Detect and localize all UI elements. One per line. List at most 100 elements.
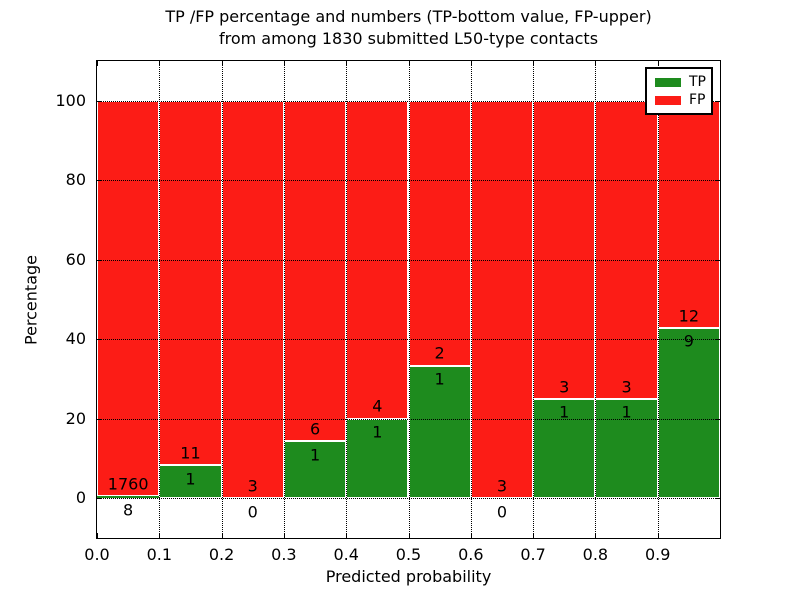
x-tick-mark-top [283, 61, 285, 66]
y-tick-mark-right [715, 498, 720, 500]
y-tick-mark-right [715, 418, 720, 420]
legend: TP FP [645, 67, 713, 115]
x-tick-mark [657, 533, 659, 538]
y-tick-mark [97, 100, 102, 102]
x-tick-mark [221, 533, 223, 538]
x-tick-mark [408, 533, 410, 538]
x-tick-mark-top [408, 61, 410, 66]
y-tick-mark-right [715, 180, 720, 182]
v-gridline [159, 61, 161, 538]
x-tick-label: 0.8 [582, 545, 609, 564]
bar-segment-tp [657, 327, 720, 499]
tp-count-label: 1 [309, 445, 321, 465]
fp-count-label: 3 [559, 377, 570, 397]
x-tick-label: 0.7 [520, 545, 546, 564]
x-tick-mark-top [97, 61, 98, 66]
x-tick-mark [159, 533, 161, 538]
y-tick-mark [97, 418, 102, 420]
bar-segment-fp [283, 100, 347, 442]
x-tick-mark [283, 533, 285, 538]
tp-count-label: 1 [559, 402, 570, 422]
bar-segment-fp [408, 100, 471, 366]
bar-segment-fp [221, 100, 284, 499]
plot-canvas: 1760 8 11 1 3 0 6 1 4 1 2 1 3 0 3 1 3 1 12 9 [97, 61, 720, 538]
fp-count-label: 4 [372, 396, 383, 416]
x-tick-label: 0.2 [208, 545, 235, 564]
fp-count-label: 3 [496, 476, 508, 496]
x-tick-label: 0.4 [333, 545, 359, 564]
x-tick-mark-top [657, 61, 659, 66]
x-tick-label: 0.9 [644, 545, 671, 564]
y-tick-mark-right [715, 100, 720, 102]
y-tick-label: 20 [65, 408, 86, 428]
fp-count-label: 2 [434, 343, 445, 363]
tp-color-swatch [655, 77, 681, 87]
fp-color-swatch [655, 95, 681, 105]
x-tick-label: 0.1 [146, 545, 173, 564]
v-gridline [470, 61, 472, 538]
fp-count-label: 3 [247, 476, 258, 496]
legend-entry-tp: TP [655, 73, 711, 91]
bar-segment-fp [159, 100, 222, 466]
v-gridline [657, 61, 659, 538]
chart-title-line2: from among 1830 submitted L50-type conta… [218, 29, 599, 48]
fp-count-label: 12 [678, 306, 700, 326]
x-tick-mark-top [470, 61, 472, 66]
v-gridline [283, 61, 285, 538]
x-tick-mark [595, 533, 597, 538]
bar-segment-fp [470, 100, 534, 499]
chart-title-line1: TP /FP percentage and numbers (TP-bottom… [165, 7, 652, 26]
x-tick-label: 0.5 [395, 545, 422, 564]
y-tick-label: 60 [65, 249, 86, 269]
x-tick-mark-top [221, 61, 223, 66]
y-tick-label: 80 [65, 170, 86, 190]
x-tick-mark [470, 533, 472, 538]
fp-count-label: 6 [309, 419, 321, 439]
bar-segment-fp [657, 100, 720, 328]
y-tick-mark [97, 259, 102, 261]
tp-count-label: 1 [621, 402, 632, 422]
chart-title: TP /FP percentage and numbers (TP-bottom… [96, 6, 721, 50]
y-tick-mark [97, 498, 102, 500]
y-tick-mark [97, 180, 102, 182]
x-tick-mark-top [595, 61, 597, 66]
legend-label-fp: FP [689, 92, 706, 108]
x-tick-mark [97, 533, 98, 538]
x-axis-label: Predicted probability [325, 567, 492, 586]
y-tick-mark-right [715, 339, 720, 341]
bar-segment-tp [97, 496, 160, 499]
y-tick-label: 40 [65, 329, 86, 349]
fp-count-label: 3 [621, 377, 632, 397]
x-tick-mark-top [533, 61, 535, 66]
y-tick-label: 0 [75, 488, 86, 508]
v-gridline [533, 61, 535, 538]
tp-count-label: 1 [434, 369, 445, 389]
tp-count-label: 8 [123, 500, 134, 520]
y-tick-mark-right [715, 259, 720, 261]
x-tick-mark-top [346, 61, 348, 66]
tp-count-label: 1 [372, 422, 383, 442]
y-tick-label: 100 [55, 90, 86, 110]
bar-segment-fp [533, 100, 596, 399]
tp-count-label: 0 [496, 502, 508, 522]
v-gridline [221, 61, 223, 538]
tp-count-label: 9 [683, 331, 694, 351]
fp-count-label: 11 [180, 443, 201, 463]
x-tick-mark-top [159, 61, 161, 66]
fp-count-label: 1760 [107, 474, 149, 494]
tp-count-label: 0 [247, 502, 258, 522]
x-tick-label: 0.0 [84, 545, 110, 564]
legend-entry-fp: FP [655, 91, 711, 109]
x-tick-label: 0.6 [458, 545, 484, 564]
x-tick-label: 0.3 [271, 545, 297, 564]
tp-count-label: 1 [185, 469, 196, 489]
bar-segment-fp [97, 100, 160, 497]
y-tick-mark [97, 339, 102, 341]
v-gridline [595, 61, 597, 538]
bar-segment-tp [283, 441, 347, 499]
v-gridline [346, 61, 348, 538]
x-tick-mark [346, 533, 348, 538]
bar-segment-fp [595, 100, 658, 399]
x-tick-mark [533, 533, 535, 538]
